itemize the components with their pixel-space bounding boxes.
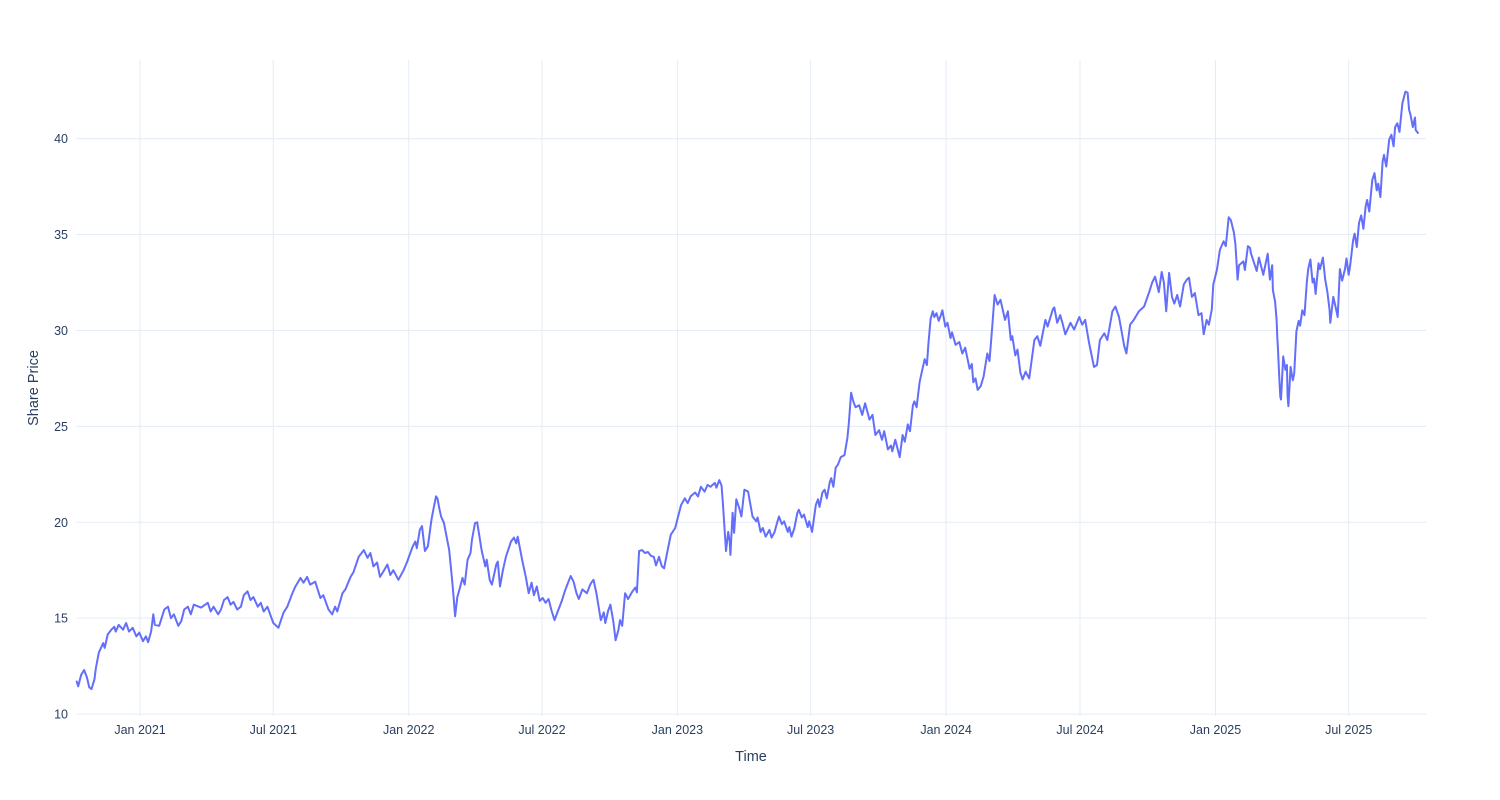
plot-area[interactable] [76, 60, 1426, 716]
y-tick-label: 35 [54, 228, 68, 242]
y-tick-label: 40 [54, 132, 68, 146]
x-tick-label: Jan 2025 [1190, 723, 1241, 737]
x-tick-label: Jul 2023 [787, 723, 834, 737]
y-tick-label: 20 [54, 516, 68, 530]
x-tick-label: Jul 2024 [1056, 723, 1103, 737]
price-line-series[interactable] [75, 90, 1419, 691]
x-tick-label: Jan 2022 [383, 723, 434, 737]
y-tick-label: 25 [54, 420, 68, 434]
x-tick-label: Jan 2021 [114, 723, 165, 737]
y-axis-title: Share Price [26, 350, 42, 426]
y-tick-label: 10 [54, 708, 68, 722]
x-tick-label: Jan 2024 [920, 723, 971, 737]
x-tick-label: Jan 2023 [652, 723, 703, 737]
x-axis-title: Time [735, 749, 767, 765]
x-tick-label: Jul 2021 [250, 723, 297, 737]
y-tick-label: 30 [54, 324, 68, 338]
tick-labels: 10 15 20 25 30 35 40 Jan 2021 Jul 2021 Jan 2022 Ju… [54, 132, 1372, 737]
y-tick-label: 15 [54, 612, 68, 626]
x-tick-label: Jul 2025 [1325, 723, 1372, 737]
gridlines [76, 60, 1426, 716]
x-tick-label: Jul 2022 [518, 723, 565, 737]
